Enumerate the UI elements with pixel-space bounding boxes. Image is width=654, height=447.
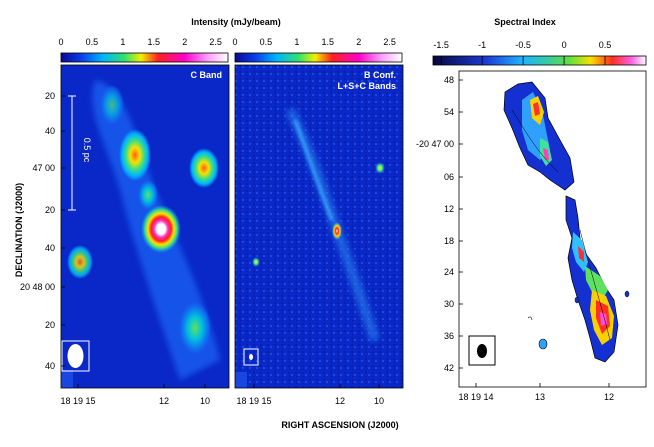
colorbar-tick-label: 0	[232, 37, 237, 47]
dec-tick-label: 36	[444, 331, 454, 341]
intensity-title: Intensity (mJy/beam)	[191, 17, 281, 27]
ra-tick-label: 18 19 14	[458, 392, 493, 402]
dec-tick-label: 48	[444, 75, 454, 85]
ra-tick-label: 18 19 15	[60, 396, 95, 406]
dec-tick-label: 40	[45, 361, 55, 371]
scale-bar-label: 0.5 pc	[82, 138, 92, 163]
colorbar-tick-label: 2.5	[209, 37, 222, 47]
colorbar-right: -1.5 -1 -0.5 0 0.5	[432, 40, 647, 66]
ra-tick-label: 12	[335, 396, 345, 406]
colorbar-tick-label: 2.5	[383, 37, 396, 47]
east-knot	[189, 148, 219, 188]
ra-tick-label: 18 19 15	[236, 396, 271, 406]
colorbar-tick-label: 1	[120, 37, 125, 47]
dec-tick-label: 20 48 00	[20, 282, 55, 292]
dec-tick-label: 12	[444, 204, 454, 214]
colorbar-tick-label: -0.5	[515, 40, 531, 50]
colorbar-tick-label: -1	[478, 40, 486, 50]
dec-tick-label: 42	[444, 363, 454, 373]
colorbar-middle: 0 0.5 1 1.5 2 2.5	[232, 37, 403, 63]
ra-tick-label: 13	[535, 392, 545, 402]
peak-source	[141, 205, 181, 253]
ra-tick-label: 10	[374, 396, 384, 406]
dec-tick-label: 40	[45, 126, 55, 136]
colorbar-tick-label: 0	[562, 40, 567, 50]
spectral-title: Spectral Index	[494, 17, 556, 27]
panel-c-band: C Band 0.5 pc	[60, 64, 230, 389]
dec-tick-label: 20	[45, 320, 55, 330]
dec-tick-label: 47 00	[32, 163, 55, 173]
y-ticks-right: 48 54 -20 47 00 06 12 18 24 30 36 42	[416, 75, 463, 373]
dec-tick-label: 06	[444, 172, 454, 182]
dec-axis-label: DECLINATION (J2000)	[14, 183, 24, 277]
north-jet-blob	[119, 129, 151, 181]
colorbar-tick-label: 0.5	[86, 37, 99, 47]
panel-label-bands: L+S+C Bands	[337, 81, 396, 91]
colorbar-left: 0 0.5 1 1.5 2 2.5	[58, 37, 229, 63]
east-point-source	[375, 162, 385, 174]
panel-label-b-conf: B Conf.	[364, 70, 396, 80]
x-ticks-left: 18 19 15 12 10	[60, 384, 210, 406]
colorbar-tick-label: 1.5	[148, 37, 161, 47]
dec-tick-label: 54	[444, 107, 454, 117]
dec-tick-label: 18	[444, 236, 454, 246]
west-point-source	[252, 257, 260, 267]
dec-tick-label: 30	[444, 299, 454, 309]
ra-tick-label: 12	[604, 392, 614, 402]
beam-box	[61, 340, 90, 372]
panel-b-conf: B Conf. L+S+C Bands	[234, 64, 404, 389]
ra-axis-label: RIGHT ASCENSION (J2000)	[281, 420, 398, 430]
core-source	[332, 222, 342, 240]
spectral-map	[503, 81, 630, 363]
ra-tick-label: 10	[200, 396, 210, 406]
colorbar-tick-label: 1	[294, 37, 299, 47]
ra-tick-label: 12	[159, 396, 169, 406]
dec-tick-label: 20	[45, 205, 55, 215]
colorbar-tick-label: 0	[58, 37, 63, 47]
west-knot	[67, 245, 93, 279]
colorbar-tick-label: 2	[356, 37, 361, 47]
dec-tick-label: -20 47 00	[416, 139, 454, 149]
panel-label-c-band: C Band	[191, 70, 223, 80]
beam-box-right	[468, 335, 496, 366]
beam-box-middle	[243, 348, 259, 366]
colorbar-tick-label: -1.5	[433, 40, 449, 50]
colorbar-tick-label: 2	[182, 37, 187, 47]
dec-tick-label: 40	[45, 243, 55, 253]
x-ticks-right: 18 19 14 13 12	[458, 383, 614, 402]
dec-tick-label: 20	[45, 91, 55, 101]
x-ticks-middle: 18 19 15 12 10	[236, 384, 384, 406]
colorbar-tick-label: 1.5	[322, 37, 335, 47]
scale-bar: 0.5 pc	[68, 95, 92, 211]
y-ticks-left: 20 40 47 00 20 40 20 48 00 20 40	[20, 91, 65, 371]
colorbar-tick-label: 0.5	[599, 40, 612, 50]
panel-spectral-index	[458, 70, 647, 388]
south-lobe	[179, 302, 211, 354]
dec-tick-label: 24	[444, 267, 454, 277]
colorbar-tick-label: 0.5	[260, 37, 273, 47]
